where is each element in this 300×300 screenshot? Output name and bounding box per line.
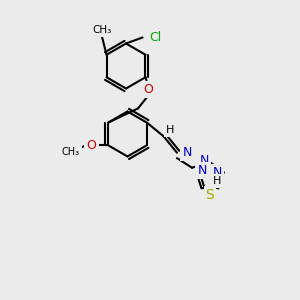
Text: N: N [199,154,209,167]
Text: O: O [87,139,96,152]
Text: CH₃: CH₃ [92,25,112,35]
Text: H: H [213,176,221,186]
Text: N: N [212,166,222,179]
Text: N: N [198,164,207,177]
Text: Cl: Cl [149,31,162,44]
Text: S: S [206,188,214,202]
Text: H: H [166,124,174,135]
Text: N: N [182,146,192,159]
Text: O: O [143,83,153,96]
Text: CH₃: CH₃ [61,147,80,157]
